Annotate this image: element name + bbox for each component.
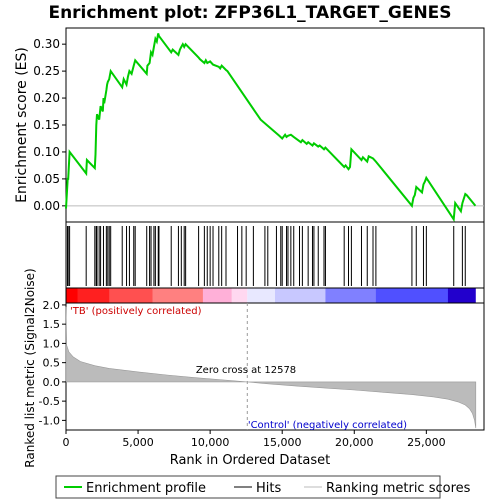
top-y-axis: 0.00 0.05 0.10 0.15 0.20 0.25 0.30 xyxy=(33,37,484,213)
legend: Enrichment profile Hits Ranking metric sco… xyxy=(55,475,471,499)
bottom-y-tick-label: 2.0 xyxy=(43,299,61,312)
top-y-tick-label: 0.15 xyxy=(33,118,60,132)
x-axis-label: Rank in Ordered Dataset xyxy=(170,453,331,468)
enrichment-score-panel: 0.00 0.05 0.10 0.15 0.20 0.25 0.30 Enrichment … xyxy=(14,27,485,223)
top-y-tick-label: 0.30 xyxy=(33,37,60,51)
heatmap-band xyxy=(231,288,248,303)
bottom-y-tick-label: 0.5 xyxy=(43,357,61,370)
ranking-metric-series xyxy=(65,306,477,429)
zero-cross-label: Zero cross at 12578 xyxy=(196,365,296,376)
heatmap-band xyxy=(325,288,376,303)
x-axis: 0 5,000 10,000 15,000 20,000 25,000 xyxy=(63,430,446,449)
x-tick-label: 10,000 xyxy=(191,436,230,449)
legend-label: Ranking metric scores xyxy=(326,481,471,496)
top-y-tick-label: 0.05 xyxy=(33,172,60,186)
hits-panel-frame xyxy=(65,221,485,289)
bottom-y-axis: -1.0 -0.5 0.0 0.5 1.0 1.5 2.0 xyxy=(39,299,66,427)
top-y-axis-label: Enrichment score (ES) xyxy=(14,47,30,203)
negative-correlation-label: 'Control' (negatively correlated) xyxy=(248,420,407,431)
heatmap-band xyxy=(375,288,448,303)
bottom-y-tick-label: -1.0 xyxy=(39,414,60,427)
ranking-metric-area xyxy=(65,306,477,429)
top-y-tick-label: 0.20 xyxy=(33,91,60,105)
x-tick-label: 0 xyxy=(63,436,70,449)
bottom-y-tick-label: 0.0 xyxy=(43,376,61,389)
heatmap-band xyxy=(77,288,110,303)
bottom-y-tick-label: 1.5 xyxy=(43,318,61,331)
heatmap-band xyxy=(275,288,326,303)
bottom-y-tick-label: 1.0 xyxy=(43,337,61,350)
bottom-y-tick-label: -0.5 xyxy=(39,395,60,408)
legend-items: Enrichment profile Hits Ranking metric sco… xyxy=(64,481,471,496)
ranked-metric-panel: -1.0 -0.5 0.0 0.5 1.0 1.5 2.0 Zero cross at 12… xyxy=(23,268,485,468)
legend-label: Enrichment profile xyxy=(86,481,206,496)
top-y-tick-label: 0.25 xyxy=(33,64,60,78)
enrichment-profile-line xyxy=(65,33,477,223)
heatmap-bands xyxy=(66,288,476,303)
positive-correlation-label: 'TB' (positively correlated) xyxy=(70,306,202,317)
heatmap-band xyxy=(247,288,275,303)
hit-markers xyxy=(66,226,466,286)
top-y-tick-label: 0.00 xyxy=(33,199,60,213)
enrichment-profile-series xyxy=(65,33,477,223)
x-tick-label: 15,000 xyxy=(263,436,302,449)
chart-title: Enrichment plot: ZFP36L1_TARGET_GENES xyxy=(48,3,451,23)
x-tick-label: 20,000 xyxy=(335,436,374,449)
legend-label: Hits xyxy=(256,481,281,496)
heatmap-band xyxy=(202,288,232,303)
heatmap-band xyxy=(109,288,153,303)
heatmap-band xyxy=(152,288,203,303)
hits-panel xyxy=(65,221,485,289)
heatmap-band xyxy=(66,288,78,303)
heatmap-band xyxy=(447,288,476,303)
x-tick-label: 5,000 xyxy=(122,436,154,449)
bottom-panel-frame xyxy=(65,302,485,431)
ranking-heatmap-bar xyxy=(65,287,485,304)
x-tick-label: 25,000 xyxy=(407,436,446,449)
bottom-y-axis-label: Ranked list metric (Signal2Noise) xyxy=(23,268,37,467)
top-y-tick-label: 0.10 xyxy=(33,145,60,159)
